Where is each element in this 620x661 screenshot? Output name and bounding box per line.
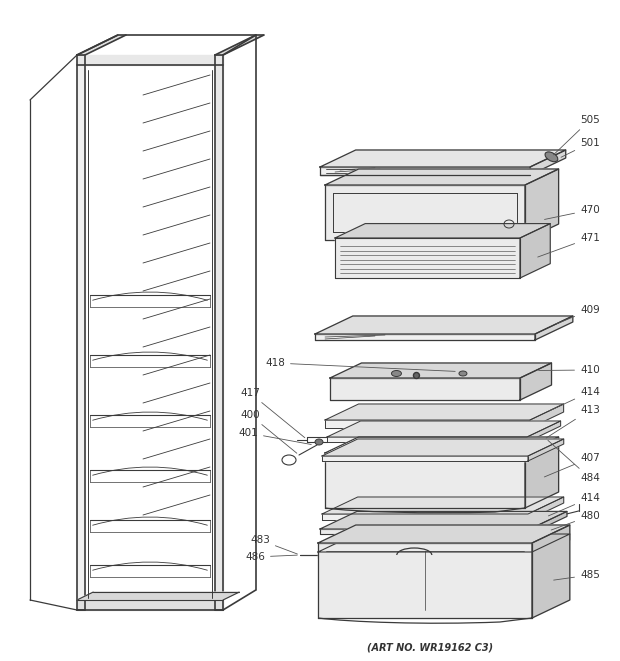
Polygon shape [215, 35, 264, 55]
Polygon shape [525, 437, 559, 508]
Text: 480: 480 [551, 511, 600, 530]
Polygon shape [320, 529, 530, 534]
Text: 486: 486 [245, 552, 297, 562]
Polygon shape [335, 223, 550, 238]
Text: 501: 501 [561, 138, 600, 157]
Text: 414: 414 [549, 387, 600, 411]
Polygon shape [320, 512, 567, 529]
Text: 484: 484 [548, 440, 600, 483]
Ellipse shape [391, 371, 402, 377]
Polygon shape [325, 169, 559, 185]
Polygon shape [330, 363, 552, 378]
Polygon shape [325, 185, 525, 240]
Text: 505: 505 [554, 115, 600, 155]
Polygon shape [520, 363, 552, 400]
Polygon shape [320, 150, 565, 167]
Polygon shape [322, 497, 564, 514]
Polygon shape [322, 456, 528, 461]
Polygon shape [528, 439, 564, 461]
Polygon shape [320, 167, 530, 175]
Polygon shape [322, 439, 564, 456]
Polygon shape [318, 552, 532, 558]
Polygon shape [525, 169, 559, 240]
Polygon shape [315, 334, 535, 340]
Text: 414: 414 [549, 493, 600, 516]
Polygon shape [325, 437, 559, 453]
Text: 483: 483 [250, 535, 298, 554]
Polygon shape [527, 421, 560, 442]
Polygon shape [318, 525, 570, 543]
Polygon shape [215, 55, 223, 610]
Polygon shape [532, 525, 570, 618]
Text: 410: 410 [539, 365, 600, 375]
Polygon shape [325, 453, 525, 508]
Text: 485: 485 [554, 570, 600, 580]
Text: 417: 417 [240, 388, 305, 438]
Text: 471: 471 [538, 233, 600, 257]
Polygon shape [520, 223, 550, 278]
Polygon shape [325, 420, 530, 428]
Polygon shape [330, 378, 520, 400]
Polygon shape [530, 150, 565, 175]
Polygon shape [77, 592, 239, 600]
Polygon shape [530, 404, 564, 428]
Polygon shape [532, 534, 570, 558]
Polygon shape [77, 55, 223, 65]
Polygon shape [528, 497, 564, 520]
Text: 401: 401 [238, 428, 311, 444]
Polygon shape [325, 404, 564, 420]
Polygon shape [318, 534, 570, 552]
Polygon shape [530, 512, 567, 534]
Polygon shape [77, 35, 125, 55]
Text: 470: 470 [544, 205, 600, 219]
Circle shape [414, 373, 420, 379]
Polygon shape [77, 55, 85, 610]
Polygon shape [335, 238, 520, 278]
Text: 418: 418 [265, 358, 455, 371]
Polygon shape [315, 316, 573, 334]
Text: (ART NO. WR19162 C3): (ART NO. WR19162 C3) [367, 643, 493, 653]
Text: 409: 409 [557, 305, 600, 324]
Polygon shape [318, 543, 532, 618]
Polygon shape [77, 600, 223, 610]
Polygon shape [322, 514, 528, 520]
Polygon shape [327, 437, 527, 442]
Ellipse shape [545, 152, 558, 162]
Text: 407: 407 [544, 453, 600, 477]
Ellipse shape [315, 439, 323, 445]
Ellipse shape [459, 371, 467, 376]
Polygon shape [535, 316, 573, 340]
Polygon shape [327, 421, 560, 437]
Text: 413: 413 [546, 405, 600, 438]
Text: 400: 400 [241, 410, 297, 453]
